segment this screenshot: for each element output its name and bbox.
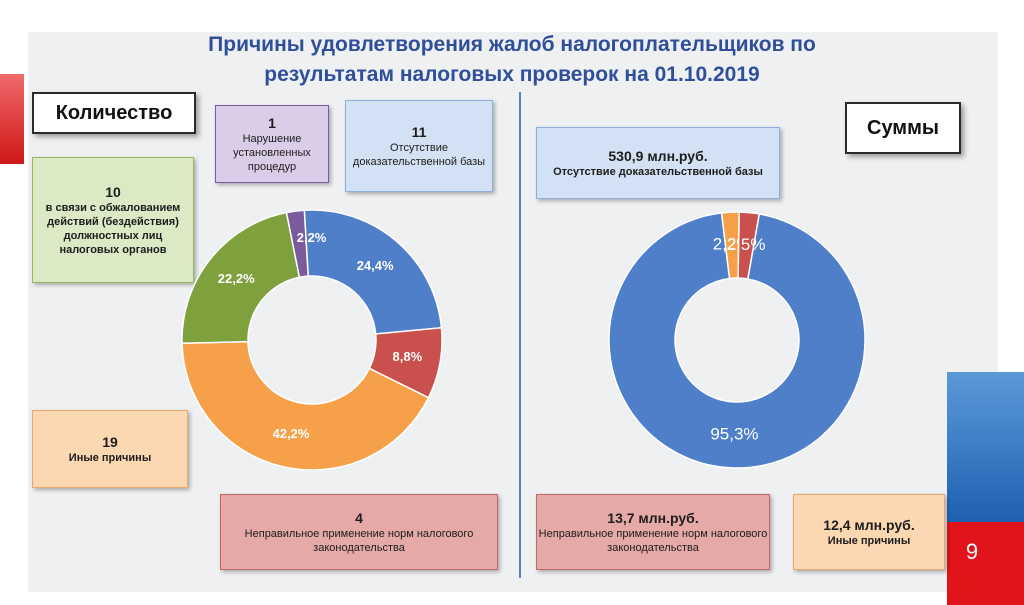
- box-procedure-violation: 1 Нарушение установленных процедур: [215, 105, 329, 183]
- donut1-label-5: 2,2%: [297, 230, 327, 245]
- donut2-slice-1: [608, 212, 866, 469]
- page-number: 9: [965, 539, 979, 564]
- box-other-reasons-count-value: 19: [102, 434, 118, 450]
- donut1-slice-5: [285, 209, 309, 279]
- box-no-evidence-count-text: Отсутствие доказательственной базы: [352, 142, 486, 168]
- donut2-label-1: 95,3%: [710, 424, 758, 443]
- box-other-reasons-sum: 12,4 млн.руб. Иные причины: [793, 494, 945, 570]
- box-other-reasons-sum-text: Иные причины: [827, 535, 911, 547]
- donut2-label-3: 2,5%: [727, 235, 766, 254]
- right-accent-blue: [947, 372, 1024, 522]
- box-no-evidence-sum: 530,9 млн.руб. Отсутствие доказательстве…: [536, 127, 780, 199]
- box-no-evidence-count-value: 11: [411, 124, 427, 140]
- right-header: Суммы: [845, 102, 961, 154]
- box-appeal-officials-text: в связи с обжалованием действий (бездейс…: [45, 202, 181, 256]
- title-line-1: Причины удовлетворения жалоб налогоплате…: [208, 33, 816, 56]
- box-other-reasons-count: 19 Иные причины: [32, 410, 188, 488]
- donut1-label-3: 42,2%: [273, 426, 310, 441]
- donut1-label-4: 22,2%: [218, 271, 255, 286]
- box-wrong-application-sum-text: Неправильное применение норм налогового …: [538, 528, 768, 554]
- donut1-label-2: 8,8%: [393, 349, 423, 364]
- box-procedure-violation-count: 1: [268, 115, 276, 131]
- box-no-evidence-sum-text: Отсутствие доказательственной базы: [553, 166, 763, 178]
- donut1-label-1: 24,4%: [357, 258, 394, 273]
- left-accent-bar: [0, 74, 24, 164]
- donut1-slice-4: [181, 211, 301, 344]
- right-accent-red: [947, 522, 1024, 605]
- box-appeal-officials: 10 в связи с обжалованием действий (безд…: [32, 157, 194, 283]
- box-other-reasons-sum-value: 12,4 млн.руб.: [823, 517, 915, 533]
- box-no-evidence-count: 11 Отсутствие доказательственной базы: [345, 100, 493, 192]
- box-wrong-application-sum-value: 13,7 млн.руб.: [607, 510, 699, 526]
- box-wrong-application-count-value: 4: [355, 510, 363, 526]
- title-line-2: результатам налоговых проверок на 01.10.…: [264, 63, 760, 86]
- box-no-evidence-sum-value: 530,9 млн.руб.: [608, 148, 708, 164]
- donut1-slice-1: [303, 209, 443, 335]
- slide-title: Причины удовлетворения жалоб налогоплате…: [60, 30, 964, 90]
- box-wrong-application-count-text: Неправильное применение норм налогового …: [244, 528, 474, 554]
- box-appeal-officials-count: 10: [105, 184, 121, 200]
- section-divider: [519, 92, 521, 578]
- donut2-slice-3: [737, 211, 761, 280]
- box-other-reasons-count-text: Иные причины: [68, 452, 152, 464]
- box-wrong-application-sum: 13,7 млн.руб. Неправильное применение но…: [536, 494, 770, 570]
- left-header: Количество: [32, 92, 196, 134]
- box-wrong-application-count: 4 Неправильное применение норм налоговог…: [220, 494, 498, 570]
- box-procedure-violation-text: Нарушение установленных процедур: [233, 133, 311, 173]
- donut1-slice-3: [181, 340, 430, 471]
